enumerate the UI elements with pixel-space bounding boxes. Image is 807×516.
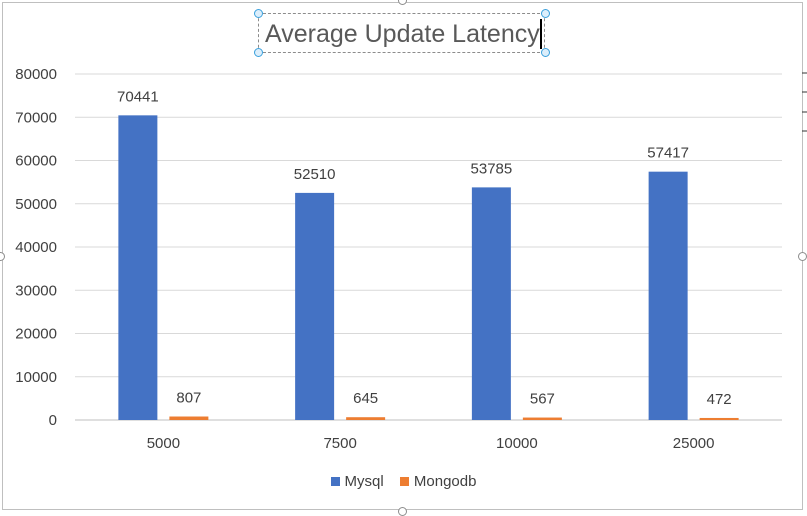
legend-item-mongodb[interactable]: Mongodb: [399, 473, 477, 490]
y-tick-label: 30000: [15, 282, 57, 299]
title-handle-bottom-left[interactable]: [254, 48, 263, 57]
x-tick-label: 5000: [147, 435, 180, 452]
bar-mysql: [118, 115, 158, 420]
legend-label-mysql: Mysql: [344, 473, 384, 490]
legend-swatch-mysql: [330, 477, 340, 486]
y-tick-label: 40000: [15, 239, 57, 256]
text-cursor: [540, 19, 542, 49]
y-tick-label: 50000: [15, 196, 57, 213]
y-tick-label: 20000: [15, 326, 57, 343]
data-label: 53785: [471, 160, 513, 177]
x-tick-label: 10000: [496, 435, 538, 452]
chart-title-box[interactable]: Average Update Latency: [258, 13, 545, 53]
bar-mongodb: [346, 417, 386, 420]
title-handle-bottom-right[interactable]: [541, 48, 550, 57]
y-tick-label: 80000: [15, 66, 57, 83]
y-tick-label: 70000: [15, 109, 57, 126]
y-tick-label: 60000: [15, 153, 57, 170]
data-label: 567: [530, 391, 555, 408]
data-label: 645: [353, 390, 378, 407]
y-tick-label: 0: [49, 412, 57, 429]
legend-label-mongodb: Mongodb: [413, 473, 477, 490]
x-tick-label: 25000: [673, 435, 715, 452]
data-label: 472: [707, 391, 732, 408]
data-label: 57417: [647, 145, 689, 162]
bar-mysql: [295, 192, 335, 420]
data-label: 70441: [117, 88, 159, 105]
bar-mongodb: [169, 416, 209, 420]
worksheet-gridline-edge: [802, 72, 807, 132]
bar-mysql: [471, 187, 511, 420]
bar-mysql: [648, 171, 688, 420]
y-tick-label: 10000: [15, 369, 57, 386]
x-tick-label: 7500: [323, 435, 356, 452]
legend-item-mysql[interactable]: Mysql: [330, 473, 384, 490]
title-handle-top-right[interactable]: [541, 9, 550, 18]
data-label: 807: [176, 390, 201, 407]
bar-mongodb: [699, 417, 739, 420]
legend-swatch-mongodb: [399, 477, 409, 486]
title-handle-top-left[interactable]: [254, 9, 263, 18]
legend[interactable]: Mysql Mongodb: [0, 473, 807, 490]
data-label: 52510: [294, 166, 336, 183]
chart-title: Average Update Latency: [265, 20, 540, 48]
resize-handle-top-center[interactable]: [398, 0, 407, 5]
bar-mongodb: [522, 417, 562, 420]
resize-handle-middle-left[interactable]: [0, 252, 5, 261]
